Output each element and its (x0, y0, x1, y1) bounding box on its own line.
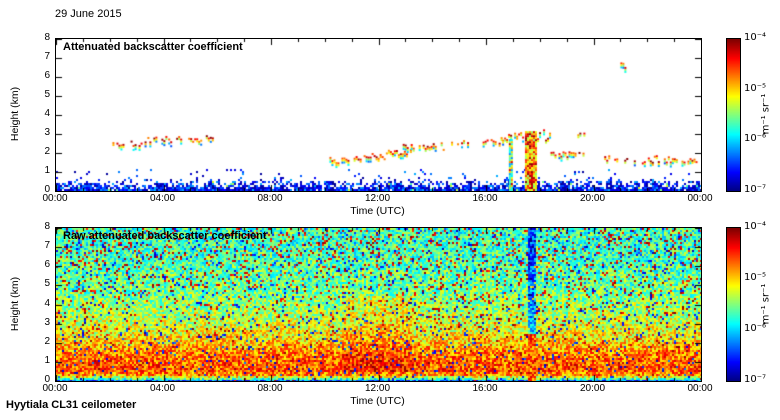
x-tick-label: 16:00 (472, 383, 498, 394)
y-tick-label: 6 (44, 70, 50, 81)
y-tick-label: 3 (44, 127, 50, 138)
y-tick-label: 4 (44, 108, 50, 119)
x-tick-label: 00:00 (42, 383, 68, 394)
y-tick-label: 7 (44, 240, 50, 252)
x-tick-label: 20:00 (579, 383, 606, 394)
y-tick-label: 4 (44, 297, 50, 309)
colorbar-tick-label: 10⁻⁵ (744, 82, 767, 94)
x-axis-label: Time (UTC) (350, 205, 405, 217)
x-tick-label: 12:00 (364, 193, 391, 204)
panel-title: Attenuated backscatter coefficient (63, 41, 243, 53)
x-tick-label: 08:00 (257, 193, 283, 204)
colorbar-unit-label: m⁻¹ sr⁻¹ (760, 93, 772, 135)
colorbar-unit-label: m⁻¹ sr⁻¹ (760, 283, 772, 324)
x-tick-label: 00:00 (687, 383, 713, 394)
x-axis-label: Time (UTC) (350, 395, 405, 407)
x-tick-label: 00:00 (42, 193, 68, 204)
y-tick-label: 7 (44, 51, 50, 62)
attenuated-backscatter-heatmap (55, 38, 702, 192)
instrument-label: Hyytiala CL31 ceilometer (6, 399, 137, 411)
colorbar-top: m⁻¹ sr⁻¹ 10⁻⁴ 10⁻⁵ 10⁻⁶ 10⁻⁷ (726, 32, 772, 195)
y-tick-label: 3 (44, 316, 50, 328)
colorbar-tick-label: 10⁻⁶ (744, 323, 767, 334)
date-label: 29 June 2015 (55, 8, 122, 20)
y-tick-label: 1 (44, 165, 50, 176)
panel-raw-backscatter: Raw attenuated backscatter coefficient H… (9, 221, 713, 407)
x-tick-label: 12:00 (364, 383, 391, 394)
colorbar-tick-label: 10⁻⁶ (744, 133, 767, 145)
y-tick-label: 5 (44, 89, 50, 100)
y-tick-label: 2 (44, 146, 50, 157)
y-tick-label: 0 (44, 184, 50, 195)
y-tick-label: 8 (44, 32, 50, 43)
y-tick-label: 6 (44, 259, 50, 271)
y-tick-label: 1 (44, 354, 50, 366)
colorbar-bottom: m⁻¹ sr⁻¹ 10⁻⁴ 10⁻⁵ 10⁻⁶ 10⁻⁷ (726, 221, 772, 385)
y-tick-label: 2 (44, 335, 50, 347)
x-tick-label: 16:00 (472, 193, 498, 204)
colorbar-gradient (726, 227, 741, 382)
x-tick-label: 00:00 (687, 193, 713, 204)
x-tick-label: 08:00 (257, 383, 283, 394)
x-tick-label: 04:00 (149, 383, 176, 394)
y-tick-label: 0 (44, 374, 50, 385)
x-tick-label: 04:00 (149, 193, 176, 204)
colorbar-tick-label: 10⁻⁴ (744, 32, 767, 43)
raw-backscatter-heatmap (55, 227, 702, 382)
panel-title: Raw attenuated backscatter coefficient (63, 230, 267, 242)
colorbar-tick-label: 10⁻⁵ (744, 272, 767, 283)
colorbar-tick-label: 10⁻⁷ (744, 374, 767, 385)
y-tick-label: 8 (44, 221, 50, 232)
y-tick-label: 5 (44, 278, 50, 290)
panel-attenuated-backscatter: Attenuated backscatter coefficient Heigh… (9, 32, 713, 217)
x-tick-label: 20:00 (579, 193, 606, 204)
colorbar-tick-label: 10⁻⁴ (744, 221, 767, 232)
colorbar-tick-label: 10⁻⁷ (744, 184, 767, 195)
colorbar-gradient (726, 38, 741, 192)
